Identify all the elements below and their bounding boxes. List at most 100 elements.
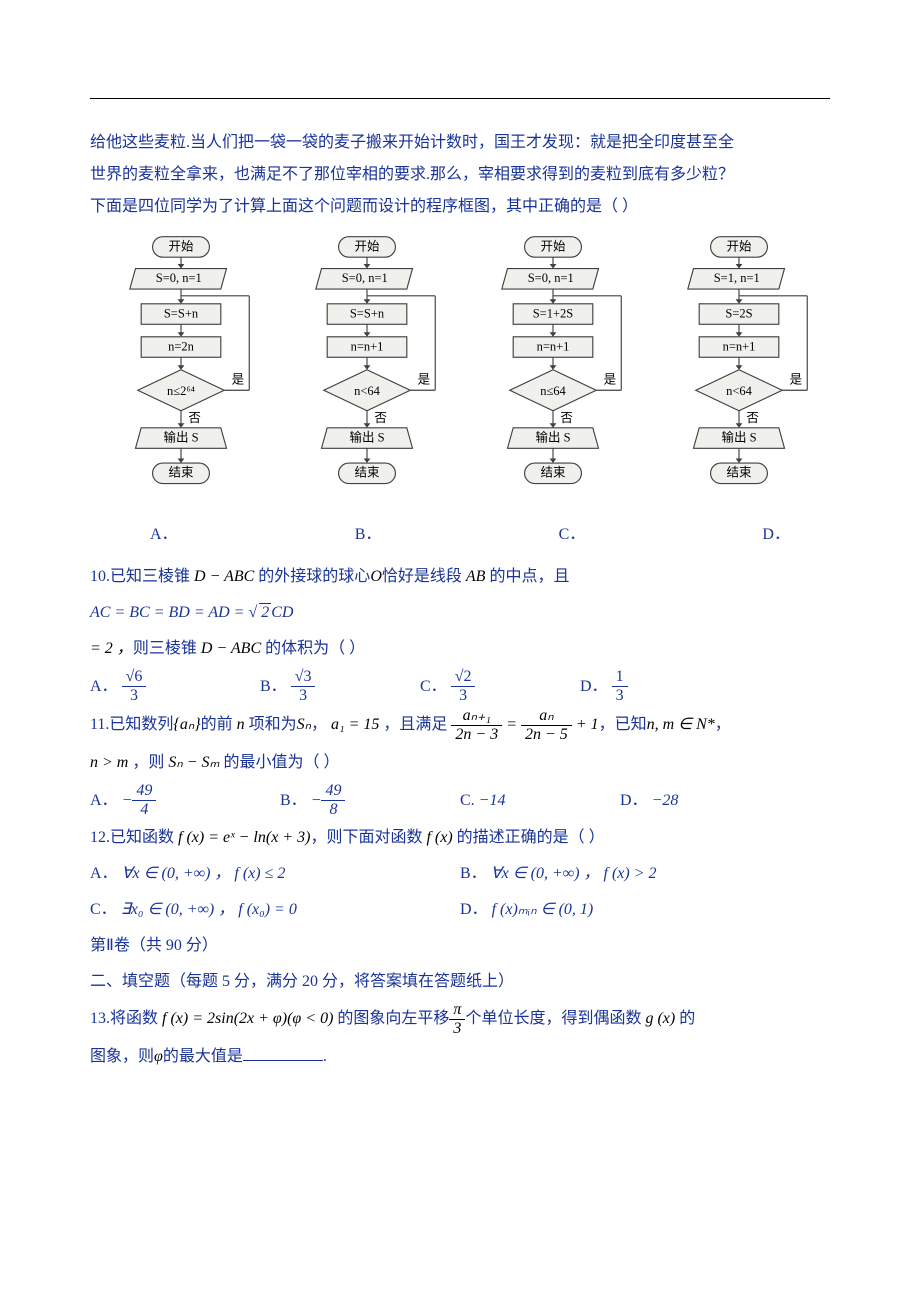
svg-text:开始: 开始 [726,239,752,253]
flowchart-row: 开始 S=0, n=1 S=S+n n=2n n≤2⁶⁴ 是 否 输出 S 结束 [90,231,830,515]
svg-text:否: 否 [746,411,759,425]
svg-text:结束: 结束 [726,466,752,480]
section2-h1: 第Ⅱ卷（共 90 分） [90,930,830,962]
svg-text:n<64: n<64 [354,384,381,398]
q11-c: 项和为 [249,717,297,734]
q10-l1-d: 的中点，且 [489,568,569,585]
q11-d: ， [311,717,327,734]
svg-text:n≤64: n≤64 [540,384,566,398]
q10-l1-m2: O [370,568,382,585]
q11-optB: B． [280,785,307,817]
svg-text:结束: 结束 [168,466,194,480]
intro-line-1: 给他这些麦粒.当人们把一袋一袋的麦子搬来开始计数时，国王才发现：就是把全印度甚至… [90,127,830,159]
svg-text:n≤2⁶⁴: n≤2⁶⁴ [167,384,195,398]
flowchart-d: 开始 S=1, n=1 S=2S n=n+1 n<64 是 否 输出 S 结束 [648,231,830,515]
q10-options: A． √63 B． √33 C． √23 D． 13 [90,669,830,704]
section2-h2: 二、填空题（每题 5 分，满分 20 分，将答案填在答题纸上） [90,966,830,998]
q10-l3-c: 的体积为（ ） [265,640,365,657]
q10-optC: C． [420,671,447,703]
q11-D: −28 [652,785,679,817]
q11-rr-n: aₙ [521,708,572,726]
q10-l1-c: 恰好是线段 [382,568,462,585]
q10-D-num: 1 [612,669,628,687]
intro-line-3: 下面是四位同学为了计算上面这个问题而设计的程序框图，其中正确的是（ ） [90,191,830,223]
q11-optC: C. [460,785,475,817]
q13-phi: φ [154,1048,163,1065]
q11-b: 的前 [201,717,233,734]
q11-rl-n: aₙ₊₁ [451,708,502,726]
q11-l2a: n > m [90,754,132,771]
opt-c-label: C． [559,519,586,551]
svg-text:输出 S: 输出 S [721,429,756,444]
q11-optA: A． [90,785,118,817]
opt-b-label: B． [355,519,382,551]
svg-text:开始: 开始 [168,239,194,253]
q11-l2b: ，则 [132,754,164,771]
svg-text:否: 否 [188,411,201,425]
flowchart-c: 开始 S=0, n=1 S=1+2S n=n+1 n≤64 是 否 输出 S 结… [462,231,644,515]
q12-A: ∀x ∈ (0, +∞) ， f (x) ≤ 2 [122,858,286,890]
svg-text:是: 是 [790,372,803,386]
svg-text:S=1+2S: S=1+2S [533,306,574,320]
q12-options-2: C． ∃x₀ ∈ (0, +∞) ， f (x₀) = 0 D． f (x)ₘᵢ… [90,894,830,926]
q10-optB: B． [260,671,287,703]
q12-a: 12.已知函数 [90,829,174,846]
q10-eq: AC = BC = BD = AD = √2CD [90,597,830,629]
svg-text:输出 S: 输出 S [163,429,198,444]
q13-l2a: 图象，则 [90,1048,154,1065]
q11-A-d: 4 [132,801,156,818]
svg-text:是: 是 [604,372,617,386]
q13-c: 个单位长度，得到偶函数 [465,1011,641,1028]
q12-D: f (x)ₘᵢₙ ∈ (0, 1) [492,894,594,926]
q13-d: 的 [679,1011,695,1028]
q11-f: ，已知 [599,717,647,734]
q10-optD: D． [580,671,608,703]
svg-text:n=n+1: n=n+1 [351,339,384,353]
q12-optC: C． [90,894,117,926]
q12-optB: B． [460,858,487,890]
svg-text:S=1, n=1: S=1, n=1 [714,271,760,285]
q12-fx: f (x) [422,829,456,846]
q10-l3-a: = 2 ， [90,640,133,657]
flowchart-option-labels: A． B． C． D． [90,519,830,551]
svg-text:输出 S: 输出 S [535,429,570,444]
svg-text:S=0, n=1: S=0, n=1 [528,271,574,285]
svg-text:是: 是 [232,372,245,386]
top-rule [90,98,830,99]
q11-C: −14 [479,785,506,817]
svg-text:否: 否 [374,411,387,425]
q13-gx: g (x) [641,1011,679,1028]
svg-text:结束: 结束 [540,466,566,480]
q11-rt: + 1 [572,717,599,734]
q11-A-n: 49 [132,783,156,801]
q10-A-num: √6 [126,668,143,685]
svg-text:是: 是 [418,372,431,386]
q12-fxdef: f (x) = eˣ − ln(x + 3) [174,829,310,846]
q11-rl-d: 2n − 3 [451,726,502,743]
q13-b: 的图象向左平移 [337,1011,449,1028]
q11-a1: a₁ = 15 [327,717,383,734]
svg-text:S=0, n=1: S=0, n=1 [156,271,202,285]
svg-text:n=2n: n=2n [168,339,195,353]
q10-A-den: 3 [122,687,147,704]
q10-eq-lhs: AC = BC = BD = AD = [90,604,248,621]
q13-line1: 13.将函数 f (x) = 2sin(2x + φ)(φ < 0) 的图象向左… [90,1002,830,1037]
svg-text:开始: 开始 [354,239,380,253]
q13-l2b: 的最大值是 [163,1048,243,1065]
svg-text:n=n+1: n=n+1 [723,339,756,353]
q11-l2d: 的最小值为（ ） [224,754,340,771]
q11-a: 11.已知数列 [90,717,173,734]
q12-b: ，则下面对函数 [310,829,422,846]
q10-B-den: 3 [291,687,316,704]
q10-l1-m3: AB [462,568,490,585]
q12-optD: D． [460,894,488,926]
q10-D-den: 3 [612,687,628,704]
flowchart-b: 开始 S=0, n=1 S=S+n n=n+1 n<64 是 否 输出 S 结束 [276,231,458,515]
q10-line1: 10.已知三棱锥 D − ABC 的外接球的球心O恰好是线段 AB 的中点，且 [90,561,830,593]
svg-text:输出 S: 输出 S [349,429,384,444]
q12-C: ∃x₀ ∈ (0, +∞) ， f (x₀) = 0 [121,894,297,926]
q13-line2: 图象，则φ的最大值是. [90,1041,830,1073]
q10-eq-tail: CD [271,604,293,621]
q12-options-1: A． ∀x ∈ (0, +∞) ， f (x) ≤ 2 B． ∀x ∈ (0, … [90,858,830,890]
svg-text:n<64: n<64 [726,384,753,398]
